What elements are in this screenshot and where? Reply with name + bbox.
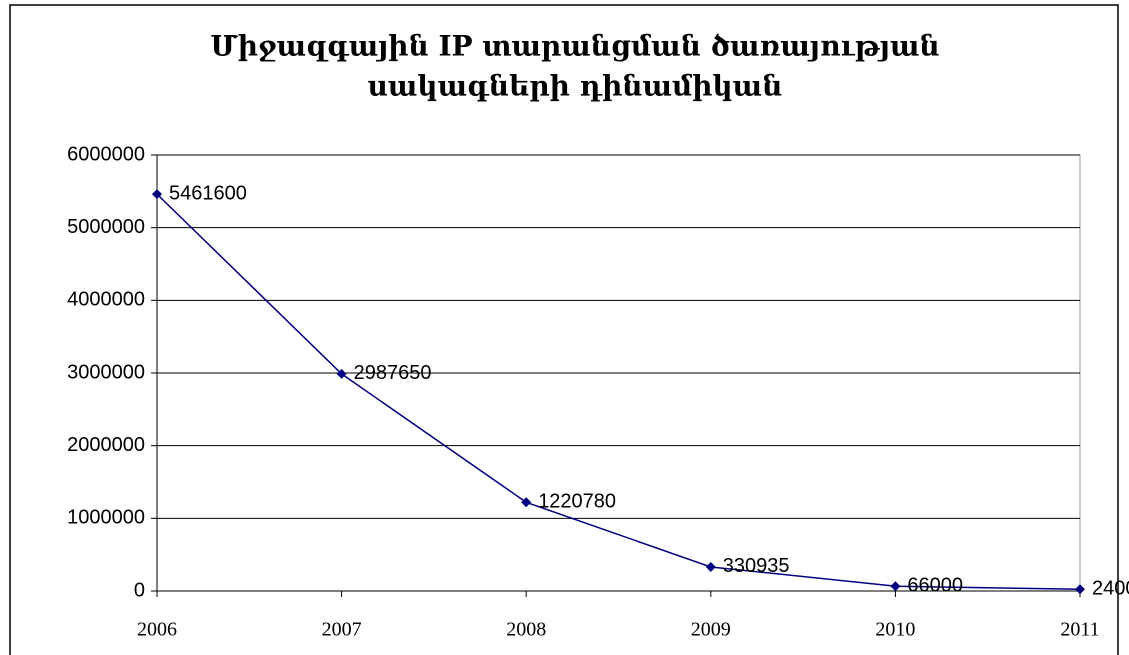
data-point	[705, 561, 716, 572]
data-point	[521, 497, 532, 508]
data-point	[890, 581, 901, 592]
chart-title: Միջազգային IP տարանցման ծառայության	[210, 30, 939, 63]
x-tick-label: 2011	[1060, 619, 1099, 641]
data-label: 66000	[907, 574, 963, 596]
x-tick-label: 2010	[875, 619, 915, 641]
data-point	[336, 368, 347, 379]
y-tick-label: 5000000	[67, 216, 145, 238]
chart-frame	[9, 4, 1119, 655]
data-label: 330935	[723, 555, 790, 577]
chart-title: սակագների դինամիկան	[368, 70, 783, 103]
x-tick-label: 2007	[322, 619, 362, 641]
x-tick-label: 2009	[691, 619, 731, 641]
data-point	[152, 189, 162, 200]
y-tick-label: 3000000	[67, 361, 145, 383]
y-tick-label: 4000000	[67, 289, 145, 311]
y-tick-label: 1000000	[67, 507, 145, 529]
data-point	[1075, 584, 1085, 595]
x-tick-label: 2006	[137, 619, 177, 641]
data-label: 5461600	[169, 182, 247, 204]
data-label: 1220780	[538, 491, 616, 513]
x-tick-label: 2008	[506, 619, 546, 641]
data-label: 2987650	[354, 362, 432, 384]
y-tick-label: 2000000	[67, 434, 145, 456]
y-tick-label: 6000000	[67, 143, 145, 165]
data-line	[156, 193, 1081, 591]
y-tick-label: 0	[134, 579, 145, 601]
data-label: 24000	[1092, 578, 1129, 600]
